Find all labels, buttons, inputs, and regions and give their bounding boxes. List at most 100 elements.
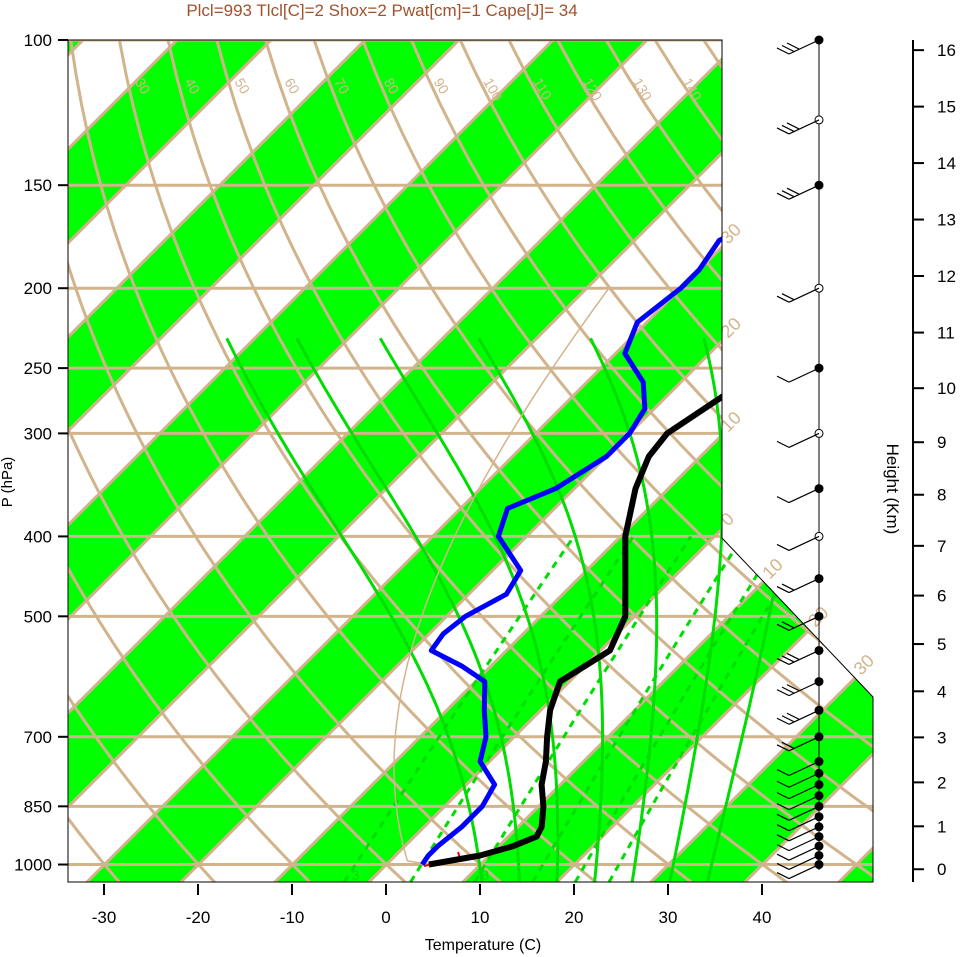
chart-title: Plcl=993 Tlcl[C]=2 Shox=2 Pwat[cm]=1 Cap…: [186, 1, 577, 20]
dry-adiabat-line: [289, 40, 873, 882]
y-tick-label: 100: [24, 31, 52, 50]
wind-barb-staff: [788, 615, 820, 631]
mixing-ratio-line: [343, 535, 576, 882]
wind-barb-flag: [776, 586, 790, 594]
wind-barb-flag: [781, 715, 795, 723]
dry-adiabat-label: 60: [281, 75, 303, 97]
wind-barb-staff: [788, 709, 820, 725]
wind-barb-staff: [788, 681, 820, 697]
dry-adiabat-line: [426, 40, 873, 882]
dry-adiabat-line: [68, 40, 232, 882]
wind-barb-flag: [776, 717, 790, 725]
height-tick-label: 8: [937, 486, 946, 505]
wind-barb-staff: [788, 795, 820, 811]
wind-barb-flag: [776, 295, 790, 303]
height-tick-label: 12: [937, 267, 956, 286]
y-axis-label: P (hPa): [0, 457, 16, 508]
moist-adiabat-line: [477, 337, 605, 882]
x-tick-label: 20: [565, 908, 584, 927]
wind-barb-flag: [781, 293, 795, 301]
height-tick-label: 2: [937, 773, 946, 792]
height-tick-label: 9: [937, 433, 946, 452]
wind-barb-flag: [776, 834, 790, 842]
isotherm-line: [68, 40, 446, 882]
dry-adiabat-label: 90: [431, 75, 453, 97]
isotherm-line: [68, 40, 634, 882]
wind-barb-flag: [776, 192, 790, 200]
x-tick-label: 0: [381, 908, 390, 927]
dry-adiabat-label: 40: [182, 75, 204, 97]
wind-barb-column: [776, 35, 824, 880]
moist-adiabat-lines: [225, 337, 806, 882]
wind-barb-flag: [776, 844, 790, 852]
y-axis: 100 150 200 250 300 400 500 700 850 1000: [14, 31, 68, 875]
y-tick-label: 400: [24, 527, 52, 546]
wind-barb-flag: [776, 543, 790, 551]
y-tick-label: 150: [24, 176, 52, 195]
height-tick-label: 4: [937, 682, 946, 701]
wind-barb-flag: [776, 824, 790, 832]
wind-barb-staff: [788, 736, 820, 752]
y-tick-label: 500: [24, 607, 52, 626]
moist-adiabat-line: [295, 337, 521, 882]
wind-barb-staff: [788, 287, 820, 303]
wind-barb-flag: [776, 744, 790, 752]
wind-barb-flag: [776, 127, 790, 135]
wind-barb-staff: [788, 432, 820, 448]
y-tick-label: 1000: [14, 856, 52, 875]
dry-adiabat-line: [243, 40, 873, 882]
wind-barb-flag: [781, 655, 795, 663]
wind-barb-flag: [781, 583, 795, 591]
wind-barb-flag: [776, 375, 790, 383]
isotherm-label: 30: [717, 220, 745, 248]
mixing-ratio-line: [607, 535, 812, 882]
wind-barb-staff: [788, 578, 820, 594]
isotherm-label: 30: [850, 651, 878, 679]
wind-barb-flag: [776, 496, 790, 504]
height-tick-label: 1: [937, 817, 946, 836]
moist-adiabat-line: [378, 337, 560, 882]
wind-barb-flag: [786, 712, 800, 720]
y-tick-label: 250: [24, 359, 52, 378]
parcel-ascent-line: [393, 287, 610, 866]
wind-barb-flag: [776, 47, 790, 55]
isotherm-line: [68, 40, 728, 882]
mixing-ratio-labels: 3812162432: [352, 867, 490, 882]
wind-barb-flag: [776, 803, 790, 811]
y-tick-label: 200: [24, 279, 52, 298]
dewpoint-line: [420, 40, 873, 866]
mixing-ratio-line: [409, 535, 635, 882]
wind-barb-staff: [788, 535, 820, 551]
x-axis: -30 -20 -10 0 10 20 30 40: [92, 884, 771, 927]
dry-adiabat-line: [68, 40, 135, 882]
height-tick-label: 6: [937, 587, 946, 606]
height-tick-label: 10: [937, 379, 956, 398]
isotherm-label: 10: [758, 555, 786, 583]
isotherm-line: [68, 40, 70, 882]
wind-barb-flag: [781, 124, 795, 132]
wind-barb-flag: [781, 741, 795, 749]
wind-barb-flag: [776, 853, 790, 861]
x-axis-label: Temperature (C): [425, 937, 541, 954]
wind-barb-flag: [786, 652, 800, 660]
wind-barb-staff: [788, 836, 820, 852]
height-tick-label: 5: [937, 635, 946, 654]
wind-barb-staff: [788, 826, 820, 842]
height-tick-label: 14: [937, 154, 956, 173]
height-tick-label: 15: [937, 98, 956, 117]
wind-barb-flag: [776, 623, 790, 631]
wind-barb-flag: [776, 862, 790, 870]
wind-barb-staff: [788, 784, 820, 800]
temperature-band: [68, 40, 873, 882]
wind-barb-flag: [776, 440, 790, 448]
dry-adiabat-line: [380, 40, 873, 882]
height-tick-label: 7: [937, 537, 946, 556]
wind-barb-staff: [788, 863, 820, 880]
moist-adiabat-line: [225, 337, 484, 882]
y-tick-label: 850: [24, 797, 52, 816]
isotherm-line: [68, 40, 352, 882]
wind-barb-staff: [788, 760, 820, 777]
dry-adiabat-label: 80: [381, 75, 403, 97]
temperature-line: [428, 40, 873, 868]
